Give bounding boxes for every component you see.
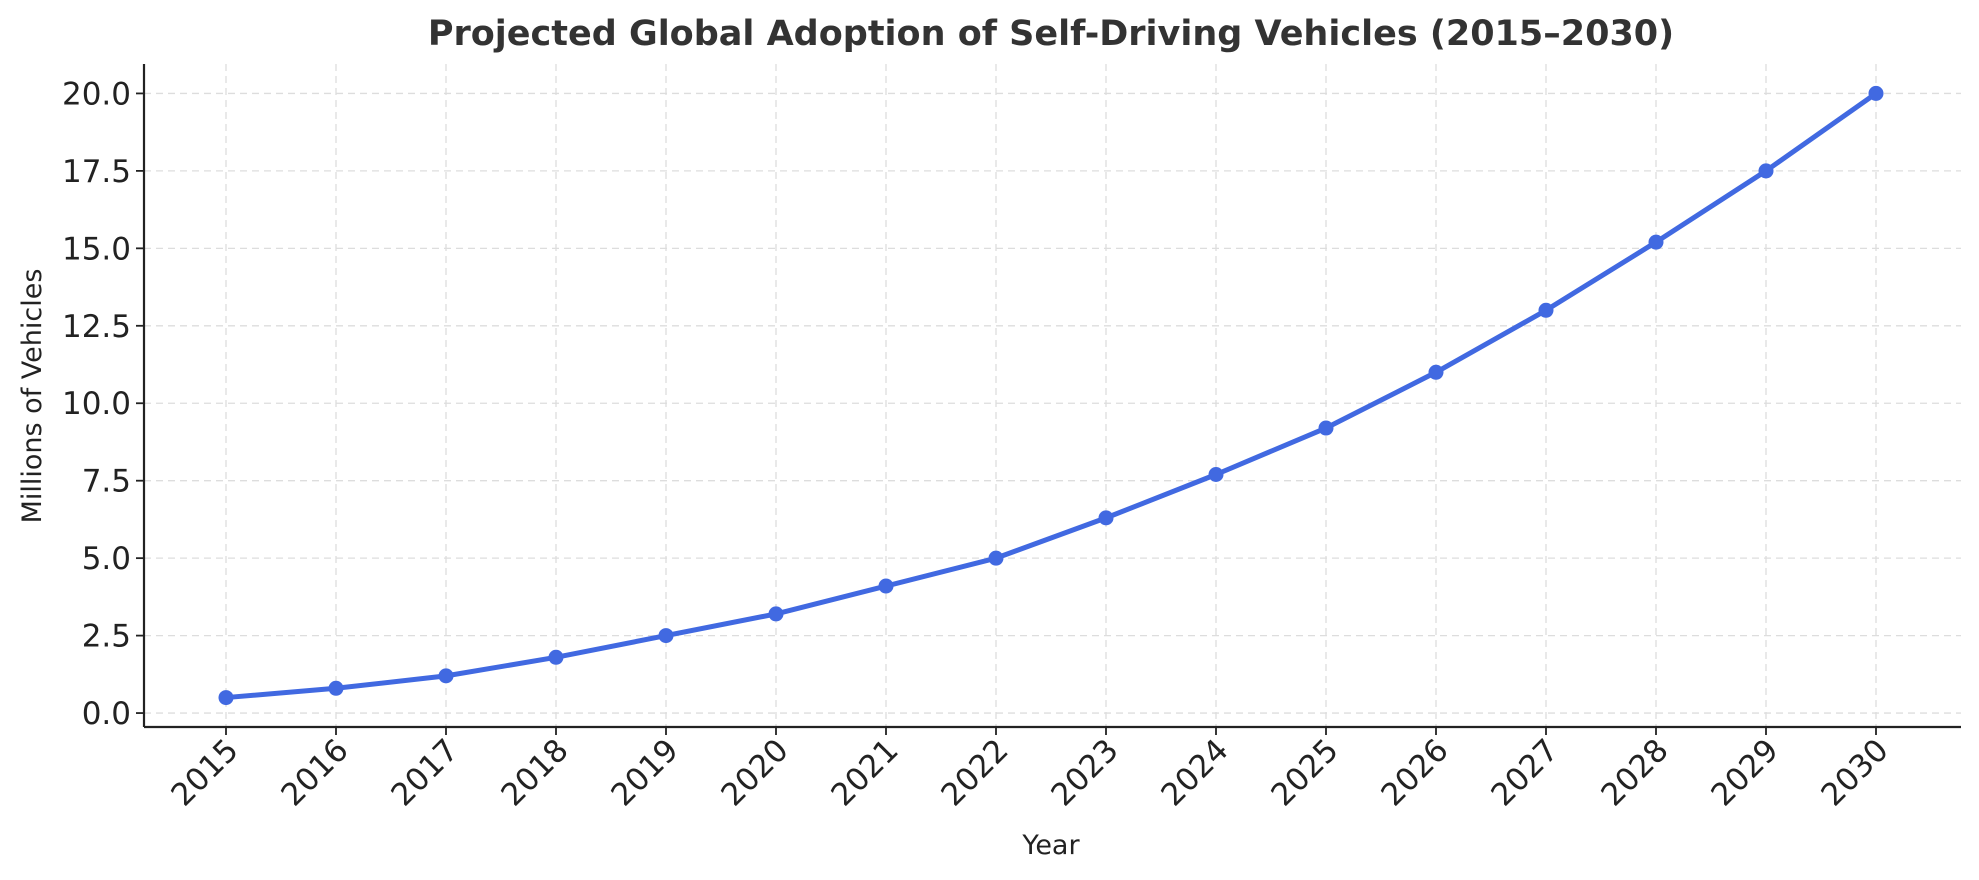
y-tick-label: 10.0 <box>62 386 131 422</box>
y-tick-label: 7.5 <box>82 464 131 500</box>
x-tick-label: 2022 <box>934 732 1015 813</box>
grid <box>144 64 1961 727</box>
x-tick-label: 2017 <box>384 732 465 813</box>
y-tick-label: 15.0 <box>62 231 131 267</box>
y-tick-label: 17.5 <box>62 154 131 190</box>
x-tick-label: 2016 <box>274 732 355 813</box>
data-point <box>768 606 784 622</box>
data-point <box>1648 234 1664 250</box>
data-point <box>1428 364 1444 380</box>
data-point <box>988 550 1004 566</box>
data-point <box>1318 420 1334 436</box>
data-point <box>1098 510 1114 526</box>
x-tick-label: 2019 <box>604 732 685 813</box>
y-tick-label: 2.5 <box>82 619 131 655</box>
tick-labels: 0.0 2.5 5.0 7.5 10.0 12.5 15.0 17.5 20.0 2015 2016… <box>62 76 1896 813</box>
x-tick-label: 2024 <box>1154 732 1235 813</box>
data-point <box>878 578 894 594</box>
x-tick-label: 2018 <box>494 732 575 813</box>
data-point <box>548 649 564 665</box>
x-tick-label: 2028 <box>1594 732 1675 813</box>
axes <box>136 64 1961 735</box>
x-tick-label: 2021 <box>824 732 905 813</box>
series-line <box>223 90 1879 701</box>
y-tick-label: 20.0 <box>62 76 131 112</box>
x-tick-label: 2023 <box>1044 732 1125 813</box>
y-tick-label: 5.0 <box>82 541 131 577</box>
data-point <box>218 690 234 706</box>
data-point <box>438 668 454 684</box>
y-tick-label: 0.0 <box>82 696 131 732</box>
data-point <box>1538 302 1554 318</box>
x-tick-label: 2026 <box>1374 732 1455 813</box>
data-point <box>1208 467 1224 483</box>
y-tick-label: 12.5 <box>62 309 131 345</box>
data-point <box>658 628 674 644</box>
x-tick-label: 2027 <box>1484 732 1565 813</box>
data-point <box>328 680 344 696</box>
x-tick-label: 2020 <box>714 732 795 813</box>
chart-title: Projected Global Adoption of Self-Drivin… <box>428 14 1674 54</box>
x-tick-label: 2030 <box>1814 732 1895 813</box>
x-tick-label: 2025 <box>1264 732 1345 813</box>
data-point <box>1758 163 1774 179</box>
x-tick-label: 2015 <box>164 732 245 813</box>
series-layer <box>218 85 1884 706</box>
data-point <box>1868 85 1884 101</box>
y-axis-label: Millions of Vehicles <box>17 269 48 524</box>
x-axis-label: Year <box>1021 830 1080 861</box>
x-tick-label: 2029 <box>1704 732 1785 813</box>
